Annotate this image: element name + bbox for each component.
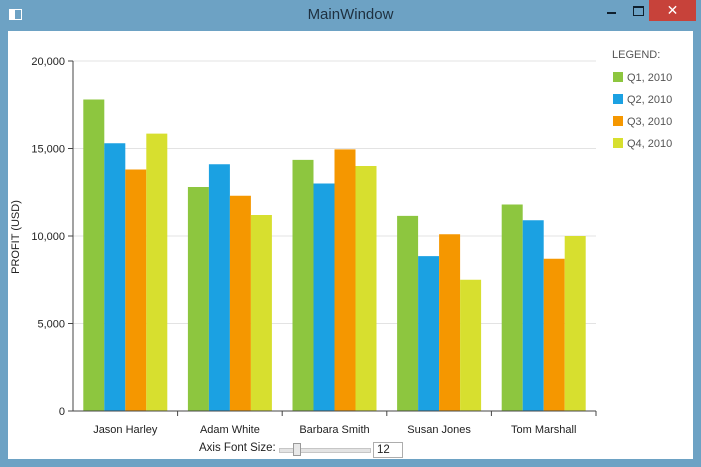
- axis-font-size-slider[interactable]: [279, 448, 371, 453]
- bar: [543, 258, 565, 411]
- title-bar[interactable]: MainWindow ✕: [0, 0, 701, 30]
- bar: [125, 169, 147, 411]
- bar: [83, 99, 105, 411]
- x-tick-label: Jason Harley: [93, 424, 158, 436]
- bar: [460, 279, 482, 411]
- y-tick-label: 20,000: [31, 56, 65, 68]
- bar: [313, 183, 335, 411]
- y-tick-label: 0: [59, 406, 65, 418]
- y-axis-label: PROFIT (USD): [10, 200, 22, 274]
- close-button[interactable]: ✕: [649, 0, 696, 21]
- legend-swatch: [613, 138, 623, 148]
- y-tick-label: 5,000: [37, 319, 65, 331]
- window-icon[interactable]: [9, 9, 22, 20]
- y-tick-label: 15,000: [31, 144, 65, 156]
- bar: [501, 204, 523, 411]
- legend-item: Q2, 2010: [627, 94, 672, 106]
- bar: [146, 133, 168, 411]
- bar: [250, 215, 272, 411]
- legend: Q1, 2010 Q2, 2010 Q3, 2010 Q4, 2010: [613, 72, 672, 150]
- y-tick-label: 10,000: [31, 231, 65, 243]
- close-icon: ✕: [666, 2, 679, 18]
- maximize-button[interactable]: [625, 0, 652, 21]
- legend-swatch: [613, 94, 623, 104]
- bars: [83, 99, 586, 411]
- bar: [334, 149, 356, 411]
- ticks: 0 5,000 10,000 15,000 20,000 Jason Harley Adam…: [31, 56, 597, 436]
- x-tick-label: Tom Marshall: [511, 424, 576, 436]
- slider-thumb[interactable]: [293, 443, 302, 456]
- legend-item: Q3, 2010: [627, 116, 672, 128]
- bar: [418, 256, 440, 411]
- bar: [397, 215, 419, 411]
- x-tick-label: Barbara Smith: [299, 424, 369, 436]
- legend-title: LEGEND:: [612, 49, 660, 61]
- bar: [104, 143, 126, 411]
- bar: [187, 187, 209, 411]
- x-tick-label: Adam White: [200, 424, 260, 436]
- bar: [292, 159, 314, 411]
- legend-item: Q1, 2010: [627, 72, 672, 84]
- window-title: MainWindow: [307, 6, 394, 23]
- bar: [564, 236, 586, 411]
- legend-item: Q4, 2010: [627, 138, 672, 150]
- axis-font-size-label: Axis Font Size:: [199, 442, 276, 454]
- minimize-button[interactable]: [598, 0, 625, 21]
- bar: [522, 220, 544, 411]
- x-tick-label: Susan Jones: [407, 424, 471, 436]
- bar: [439, 234, 461, 411]
- legend-swatch: [613, 116, 623, 126]
- maximize-icon: [633, 5, 644, 16]
- minimize-icon: [607, 11, 616, 14]
- axis-font-size-input[interactable]: 12: [373, 442, 403, 458]
- legend-swatch: [613, 72, 623, 82]
- bar: [355, 166, 377, 411]
- bar: [208, 164, 230, 411]
- bar: [229, 195, 251, 411]
